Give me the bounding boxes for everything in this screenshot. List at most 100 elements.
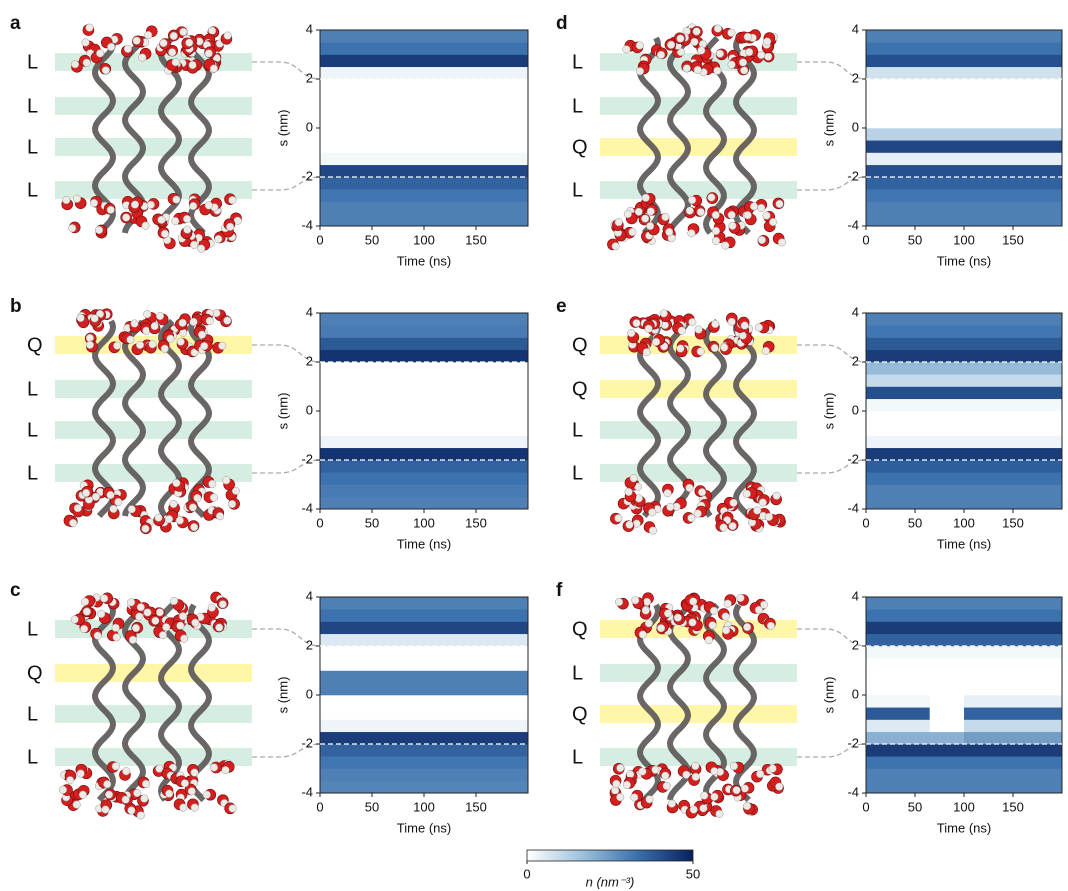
x-tick-label: 100 (413, 232, 435, 247)
water-hydrogen (159, 38, 168, 48)
x-tick-label: 0 (862, 799, 869, 814)
heatmap-cell (866, 695, 930, 708)
water-hydrogen (696, 208, 705, 217)
water-hydrogen (630, 793, 639, 802)
water-hydrogen (740, 66, 749, 75)
water-hydrogen (729, 762, 739, 771)
water-hydrogen (622, 780, 631, 789)
heatmap-cell (866, 325, 1063, 338)
y-tick-label: 0 (306, 402, 313, 417)
layer-band (600, 97, 797, 115)
water-hydrogen (635, 67, 645, 76)
y-tick-label: -2 (847, 451, 859, 466)
water-hydrogen (100, 594, 109, 603)
heatmap-cell (929, 719, 965, 733)
layer-label: L (27, 51, 38, 73)
water-hydrogen (104, 790, 114, 799)
heatmap-cell (866, 91, 1063, 104)
water-hydrogen (775, 199, 784, 208)
connector (797, 743, 867, 758)
water-hydrogen (95, 225, 104, 235)
x-axis-label: Time (ns) (937, 820, 991, 835)
heatmap-cell (320, 128, 529, 141)
x-axis-label: Time (ns) (397, 253, 451, 268)
water-hydrogen (209, 763, 219, 772)
layer-band (600, 138, 797, 156)
x-axis-label: Time (ns) (937, 536, 991, 551)
layer-label: L (27, 419, 38, 441)
panel-letter: e (556, 296, 567, 317)
layer-band (55, 138, 252, 156)
water-hydrogen (709, 606, 719, 615)
water-hydrogen (622, 45, 631, 54)
water-hydrogen (168, 48, 177, 57)
water-hydrogen (221, 766, 230, 775)
water-hydrogen (222, 476, 231, 485)
water-hydrogen (169, 499, 178, 508)
heatmap-cell (320, 621, 529, 635)
heatmap-cell (964, 707, 1063, 720)
x-tick-label: 50 (365, 515, 379, 530)
heatmap-cell (320, 658, 529, 671)
water-hydrogen (188, 60, 197, 70)
water-hydrogen (231, 486, 240, 495)
water-hydrogen (665, 227, 674, 237)
water-hydrogen (58, 785, 68, 794)
x-tick-label: 0 (316, 515, 323, 530)
water-hydrogen (135, 612, 144, 621)
layer-label: L (572, 419, 583, 441)
heatmap-cell (320, 30, 529, 43)
x-tick-label: 0 (316, 799, 323, 814)
water-hydrogen (141, 779, 151, 788)
heatmap-cell (320, 201, 529, 215)
water-hydrogen (707, 193, 716, 202)
heatmap-cell (320, 66, 529, 80)
y-axis-label: s (nm) (821, 110, 836, 147)
heatmap-cell (866, 66, 1063, 80)
water-hydrogen (218, 341, 227, 350)
water-hydrogen (761, 346, 770, 355)
water-hydrogen (631, 596, 640, 605)
layer-band (55, 705, 252, 723)
water-hydrogen (691, 761, 700, 771)
x-tick-label: 50 (365, 799, 379, 814)
water-hydrogen (85, 333, 94, 343)
water-hydrogen (659, 309, 668, 318)
water-hydrogen (663, 609, 673, 618)
water-hydrogen (215, 623, 224, 632)
water-hydrogen (629, 474, 638, 483)
heatmap-cell (866, 435, 1063, 449)
water-hydrogen (727, 210, 736, 220)
y-tick-label: 4 (306, 21, 313, 36)
water-hydrogen (85, 340, 94, 349)
heatmap-cell (866, 744, 930, 757)
water-hydrogen (151, 616, 160, 625)
heatmap-cell (866, 374, 1063, 387)
water-hydrogen (143, 608, 152, 617)
water-hydrogen (179, 27, 188, 36)
heatmap-cell (964, 682, 1063, 696)
water-hydrogen (166, 334, 175, 343)
heatmap-cell (866, 780, 930, 794)
water-hydrogen (223, 316, 232, 325)
water-hydrogen (178, 612, 187, 621)
water-hydrogen (111, 623, 120, 632)
water-hydrogen (175, 516, 184, 525)
water-hydrogen (627, 328, 636, 338)
water-hydrogen (141, 221, 150, 230)
heatmap-cell (320, 115, 529, 129)
heatmap-cell (866, 633, 930, 647)
water-hydrogen (76, 313, 85, 323)
water-hydrogen (764, 52, 773, 61)
water-hydrogen (66, 776, 75, 785)
connector (252, 344, 321, 363)
water-hydrogen (742, 489, 751, 498)
y-tick-label: 2 (852, 70, 859, 85)
heatmap-cell (866, 756, 930, 769)
x-tick-label: 150 (1002, 515, 1024, 530)
water-hydrogen (736, 593, 745, 602)
layer-band (55, 421, 252, 439)
heatmap-cell (866, 621, 930, 635)
water-hydrogen (72, 194, 81, 203)
water-hydrogen (772, 491, 781, 500)
